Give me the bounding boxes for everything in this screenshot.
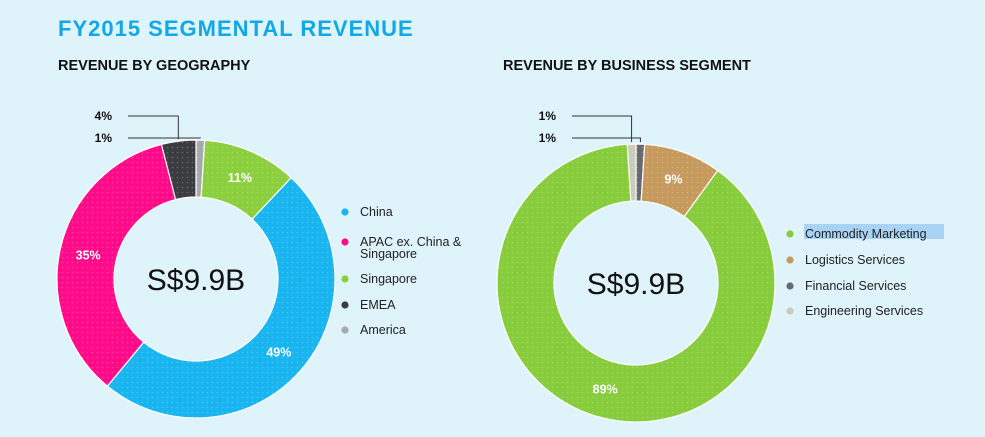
- segment-callout-line-engineering-services: [572, 115, 633, 143]
- geography-legend-label-emea: EMEA: [360, 298, 396, 312]
- segment-slice-texture-engineering-services: [627, 144, 636, 202]
- segment-legend-label-commodity-marketing: Commodity Marketing: [805, 227, 927, 241]
- geography-slice-label-apac-ex-china-singapore: 35%: [76, 248, 101, 262]
- geography-legend-swatch-china: [341, 208, 349, 216]
- segment-slice-texture-commodity-marketing: [497, 144, 775, 423]
- geography-slice-texture-china: [107, 177, 335, 418]
- segment-slice-texture-logistics-services: [641, 144, 718, 217]
- geography-slice-label-china: 49%: [266, 346, 291, 360]
- segment-legend-label-engineering-services: Engineering Services: [805, 304, 923, 318]
- segment-callout-line-financial-services: [572, 137, 641, 143]
- segment-legend-swatch-engineering-services: [786, 307, 794, 315]
- geography-slice-texture-america: [196, 140, 205, 198]
- segment-legend-highlight: [804, 224, 944, 239]
- segment-center-total: S$9.9B: [587, 268, 685, 301]
- geography-center-total: S$9.9B: [147, 264, 245, 297]
- segment-donut-chart: 9% 89% 1% 1% S$9.9B Commodity Marketing Logist…: [496, 109, 944, 423]
- segment-legend-item-logistics-services: Logistics Services: [786, 253, 905, 267]
- geography-legend-swatch-emea: [341, 301, 349, 309]
- segment-legend-item-engineering-services: Engineering Services: [786, 304, 923, 318]
- geography-callout-line-emea: [128, 115, 179, 140]
- geography-legend-swatch-america: [341, 326, 349, 334]
- geography-legend-item-apac-ex-china-singapore: APAC ex. China &Singapore: [341, 235, 462, 261]
- geography-slice-label-singapore: 11%: [228, 171, 252, 185]
- segment-legend-swatch-financial-services: [786, 282, 794, 290]
- geography-slice-texture-singapore: [201, 140, 292, 220]
- segment-legend-item-commodity-marketing: Commodity Marketing: [786, 224, 944, 241]
- segment-slice-texture-financial-services: [636, 144, 645, 202]
- geography-legend-label-singapore: Singapore: [360, 272, 417, 286]
- geography-legend-item-china: China: [341, 205, 393, 219]
- segment-legend-label-financial-services: Financial Services: [805, 279, 906, 293]
- geography-chart-title: REVENUE BY GEOGRAPHY: [58, 58, 251, 74]
- geography-callout-label-america: 1%: [95, 131, 113, 145]
- geography-legend-label-america: America: [360, 323, 406, 337]
- geography-legend-label-apac-ex-china-singapore: APAC ex. China &: [360, 235, 462, 249]
- geography-slice-texture-apac-ex-china-singapore: [57, 144, 176, 387]
- geography-legend-label-china: China: [360, 205, 393, 219]
- segment-slice-label-commodity-marketing: 89%: [593, 383, 618, 397]
- geography-callout-label-emea: 4%: [95, 109, 113, 123]
- segment-legend-swatch-logistics-services: [786, 256, 794, 264]
- segment-legend-label-logistics-services: Logistics Services: [805, 253, 905, 267]
- segment-legend-item-financial-services: Financial Services: [786, 279, 906, 293]
- geography-legend-swatch-apac-ex-china-singapore: [341, 238, 349, 246]
- segment-slice-label-logistics-services: 9%: [664, 173, 682, 187]
- geography-legend-item-america: America: [341, 323, 406, 337]
- segment-chart-title: REVENUE BY BUSINESS SEGMENT: [503, 58, 751, 74]
- geography-legend-label-apac-ex-china-singapore: Singapore: [360, 247, 417, 261]
- segment-callout-label-financial-services: 1%: [539, 131, 557, 145]
- geography-legend-item-emea: EMEA: [341, 298, 396, 312]
- geography-legend-swatch-singapore: [341, 275, 349, 283]
- segment-callout-label-engineering-services: 1%: [539, 109, 557, 123]
- segment-legend-swatch-commodity-marketing: [786, 230, 794, 238]
- geography-slice-texture-emea: [161, 140, 196, 200]
- geography-legend-item-singapore: Singapore: [341, 272, 417, 286]
- geography-donut-chart: 11% 49% 35% 4% 1% S$9.9B China APAC ex. China &…: [56, 109, 462, 419]
- page-title: FY2015 SEGMENTAL REVENUE: [58, 16, 414, 41]
